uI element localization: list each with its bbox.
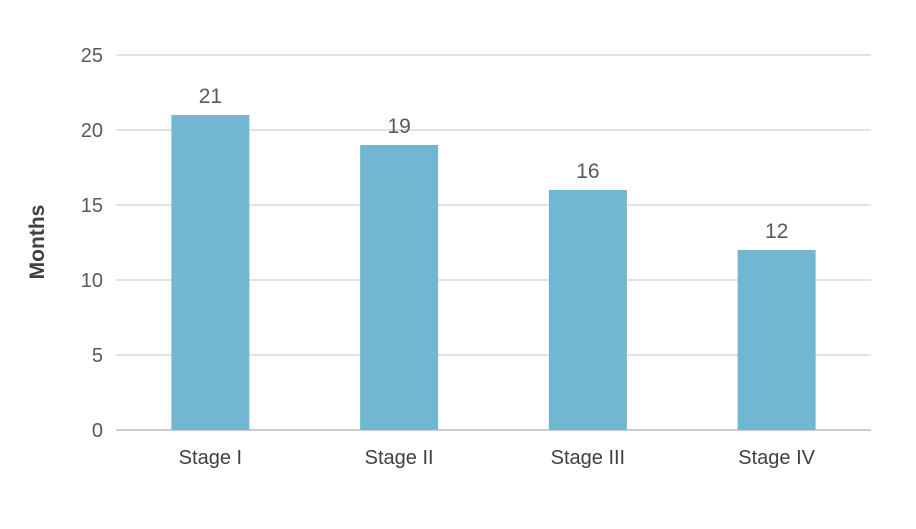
bar	[171, 115, 250, 430]
y-tick-label: 10	[81, 270, 103, 292]
category-label: Stage I	[179, 447, 242, 469]
bar	[737, 250, 816, 430]
data-label: 19	[387, 115, 410, 138]
y-tick-label: 15	[81, 195, 103, 217]
x-axis-labels: Stage I Stage II Stage III Stage IV	[179, 447, 816, 469]
y-axis-ticks: 0 5 10 15 20 25	[81, 45, 103, 442]
y-tick-label: 20	[81, 120, 103, 142]
category-label: Stage IV	[738, 447, 815, 469]
data-label: 16	[576, 160, 599, 183]
data-label: 21	[199, 85, 222, 108]
y-tick-label: 5	[92, 345, 103, 367]
y-tick-label: 0	[92, 420, 103, 442]
bar	[548, 190, 627, 430]
data-labels: 21 19 16 12	[199, 85, 789, 243]
category-label: Stage III	[551, 447, 626, 469]
data-label: 12	[765, 220, 788, 243]
bar	[360, 145, 439, 430]
y-axis-title: Months	[26, 205, 49, 280]
y-tick-label: 25	[81, 45, 103, 67]
bars	[171, 115, 816, 430]
category-label: Stage II	[365, 447, 434, 469]
